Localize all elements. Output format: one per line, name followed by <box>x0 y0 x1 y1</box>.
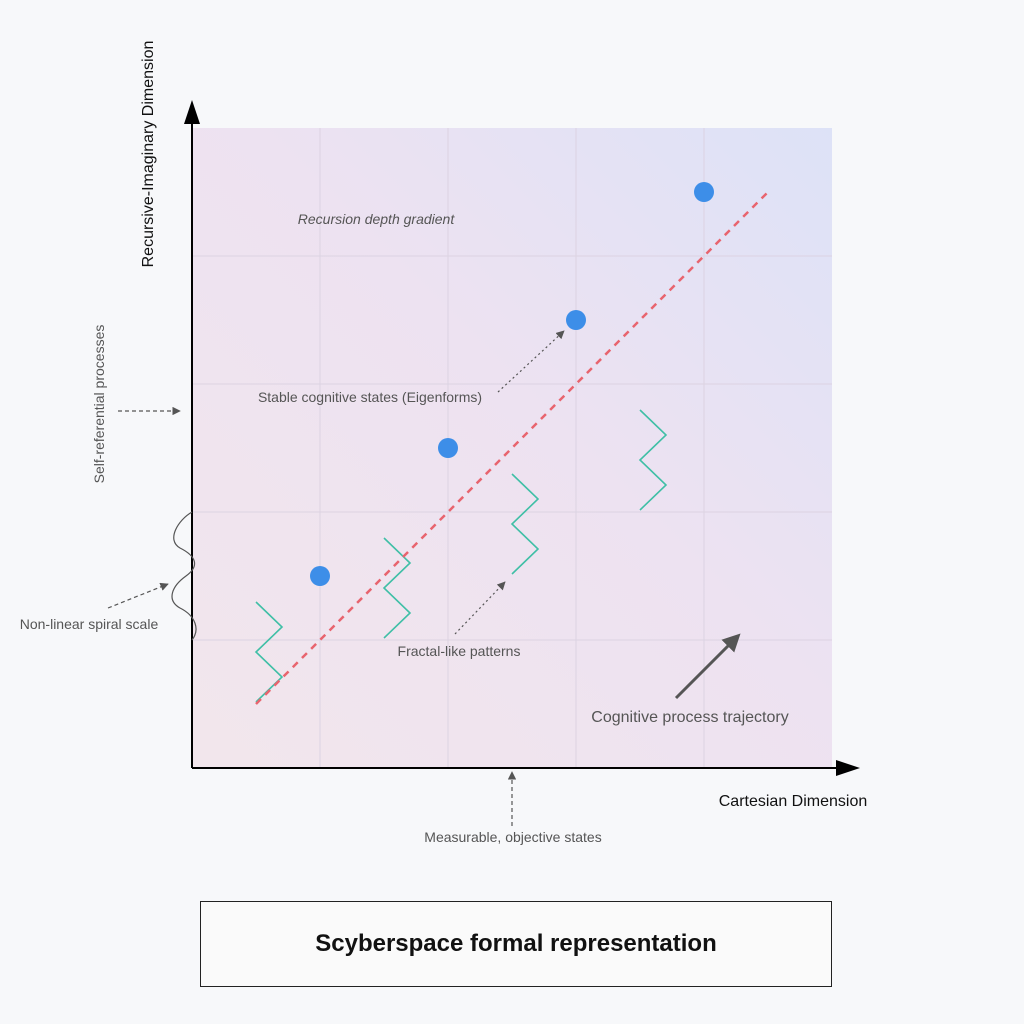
measurable-label: Measurable, objective states <box>424 829 601 845</box>
eigenform-point <box>694 182 714 202</box>
fractal-pointer-arrow <box>454 581 506 635</box>
spiral-scale-label: Non-linear spiral scale <box>20 616 159 632</box>
trajectory-arrow <box>674 633 741 700</box>
trajectory-label: Cognitive process trajectory <box>591 709 788 726</box>
caption-title: Scyberspace formal representation <box>315 930 717 957</box>
self-referential-label: Self-referential processes <box>91 325 107 484</box>
fractal-zigzag <box>510 473 540 575</box>
axes <box>184 100 860 776</box>
x-axis-label: Cartesian Dimension <box>719 793 868 810</box>
y-axis-label: Recursive-Imaginary Dimension <box>140 41 157 268</box>
annotation-arrows <box>107 330 741 826</box>
fractal-zigzag <box>638 409 668 511</box>
recursion-gradient-label: Recursion depth gradient <box>298 211 456 227</box>
eigenform-point <box>310 566 330 586</box>
spiral-scale-squiggle <box>171 511 197 641</box>
x-axis-arrow-icon <box>836 760 860 776</box>
fractal-zigzag <box>382 537 412 639</box>
spiral-scale-arrow <box>107 582 169 609</box>
eigenforms-label: Stable cognitive states (Eigenforms) <box>258 389 482 405</box>
fractal-label: Fractal-like patterns <box>398 643 521 659</box>
eigenform-point <box>438 438 458 458</box>
y-axis-arrow-icon <box>184 100 200 124</box>
trend-line <box>255 191 769 705</box>
caption-box: Scyberspace formal representation <box>200 901 832 987</box>
eigenform-point <box>566 310 586 330</box>
eigenform-points <box>310 182 714 586</box>
fractal-patterns <box>254 409 668 703</box>
fractal-zigzag <box>254 601 284 703</box>
